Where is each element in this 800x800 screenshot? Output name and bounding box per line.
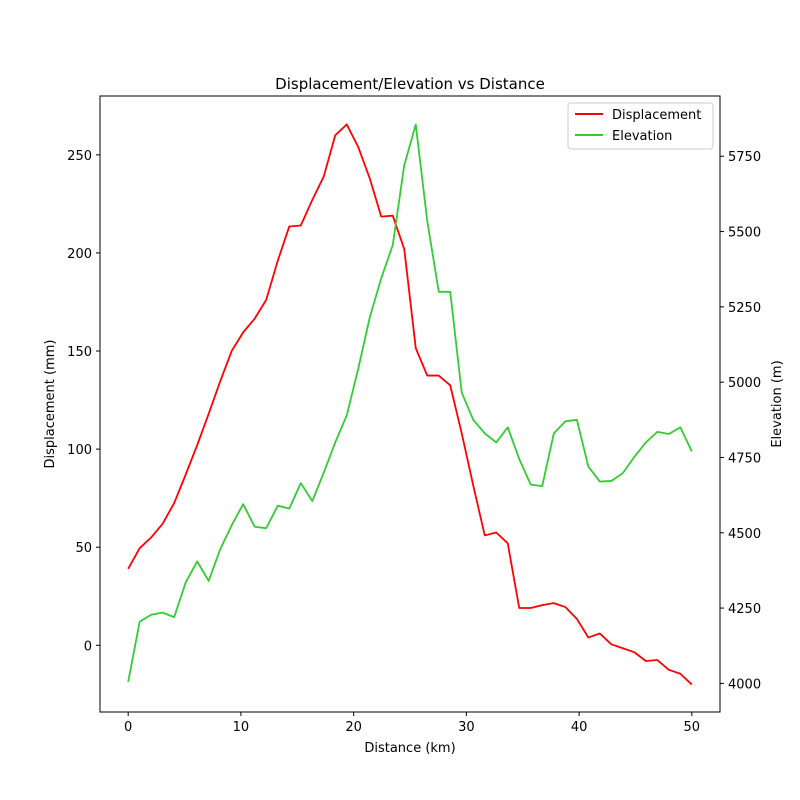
- x-tick-label: 30: [458, 720, 475, 735]
- y-right-tick-label: 4500: [728, 527, 761, 542]
- y-right-tick-label: 5750: [728, 150, 761, 165]
- chart-title: Displacement/Elevation vs Distance: [275, 75, 545, 93]
- x-tick-label: 0: [124, 720, 132, 735]
- y-right-axis-label: Elevation (m): [770, 360, 785, 447]
- y-left-tick-label: 100: [67, 443, 92, 458]
- x-tick-label: 10: [233, 720, 250, 735]
- legend-box: [567, 102, 714, 150]
- x-tick-label: 20: [345, 720, 362, 735]
- y-right-tick-label: 5000: [728, 376, 761, 391]
- series-line-elevation: [127, 123, 693, 683]
- y-left-tick-label: 250: [67, 149, 92, 164]
- y-right-tick-label: 5500: [728, 226, 761, 241]
- y-right-axis-ticks: 4000 4250 4500 4750 5000 5250 5500 5750: [720, 150, 761, 692]
- legend-label-displacement: Displacement: [612, 108, 701, 123]
- x-axis-ticks: 0 10 20 30 40 50: [124, 712, 700, 735]
- x-axis-label: Distance (km): [364, 741, 455, 756]
- plot-frame: [99, 95, 721, 713]
- series-layer: [127, 123, 693, 686]
- series-line-displacement: [127, 123, 693, 686]
- x-tick-label: 50: [684, 720, 701, 735]
- y-right-tick-label: 4250: [728, 602, 761, 617]
- y-right-tick-label: 5250: [728, 301, 761, 316]
- y-right-tick-label: 4750: [728, 451, 761, 466]
- x-tick-label: 40: [571, 720, 588, 735]
- y-left-tick-label: 50: [75, 541, 92, 556]
- y-left-tick-label: 0: [84, 639, 92, 654]
- y-right-tick-label: 4000: [728, 677, 761, 692]
- legend: Displacement Elevation: [567, 102, 714, 150]
- plot-area: [99, 95, 721, 713]
- y-left-tick-label: 150: [67, 345, 92, 360]
- y-left-axis-label: Displacement (mm): [43, 340, 58, 469]
- y-left-axis-ticks: 0 50 100 150 200 250: [67, 149, 100, 654]
- y-left-tick-label: 200: [67, 247, 92, 262]
- legend-label-elevation: Elevation: [612, 129, 672, 144]
